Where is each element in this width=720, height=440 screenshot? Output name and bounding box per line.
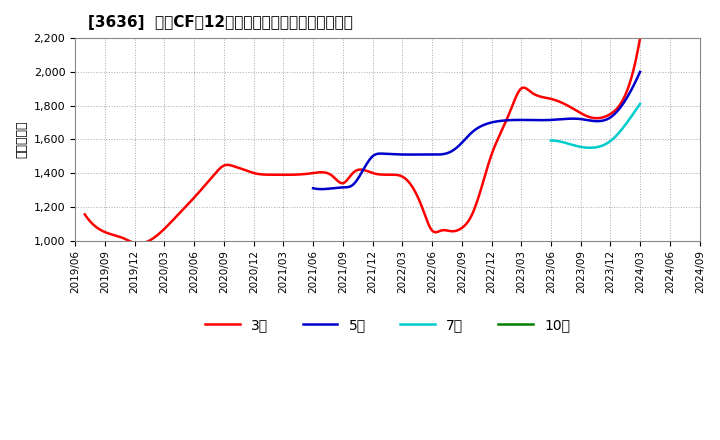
7年 [557, 139, 566, 144]
Line: 3年: 3年 [85, 38, 640, 244]
5年 [349, 182, 358, 187]
5年 [546, 117, 554, 123]
3年 [135, 241, 143, 246]
3年 [302, 171, 310, 176]
7年 [582, 145, 590, 150]
5年 [547, 117, 556, 122]
5年 [317, 187, 325, 192]
5年 [309, 186, 318, 191]
3年 [431, 230, 440, 235]
Text: [3636]  投賄CFの12か月移動合計の標準偶差の推移: [3636] 投賄CFの12か月移動合計の標準偶差の推移 [88, 15, 352, 30]
3年 [81, 212, 89, 217]
5年 [636, 69, 644, 74]
Y-axis label: （百万円）: （百万円） [15, 121, 28, 158]
7年 [585, 145, 594, 150]
3年 [636, 36, 644, 41]
7年 [611, 133, 620, 139]
3年 [485, 157, 494, 162]
7年 [611, 134, 620, 139]
7年 [575, 144, 584, 149]
7年 [546, 138, 555, 143]
7年 [636, 101, 644, 106]
Line: 5年: 5年 [313, 72, 640, 189]
3年 [263, 172, 271, 177]
3年 [148, 236, 157, 241]
Legend: 3年, 5年, 7年, 10年: 3年, 5年, 7年, 10年 [199, 312, 575, 337]
7年 [603, 141, 611, 146]
5年 [439, 151, 448, 157]
3年 [482, 166, 491, 172]
5年 [516, 117, 524, 123]
Line: 7年: 7年 [551, 104, 640, 148]
5年 [416, 152, 425, 157]
